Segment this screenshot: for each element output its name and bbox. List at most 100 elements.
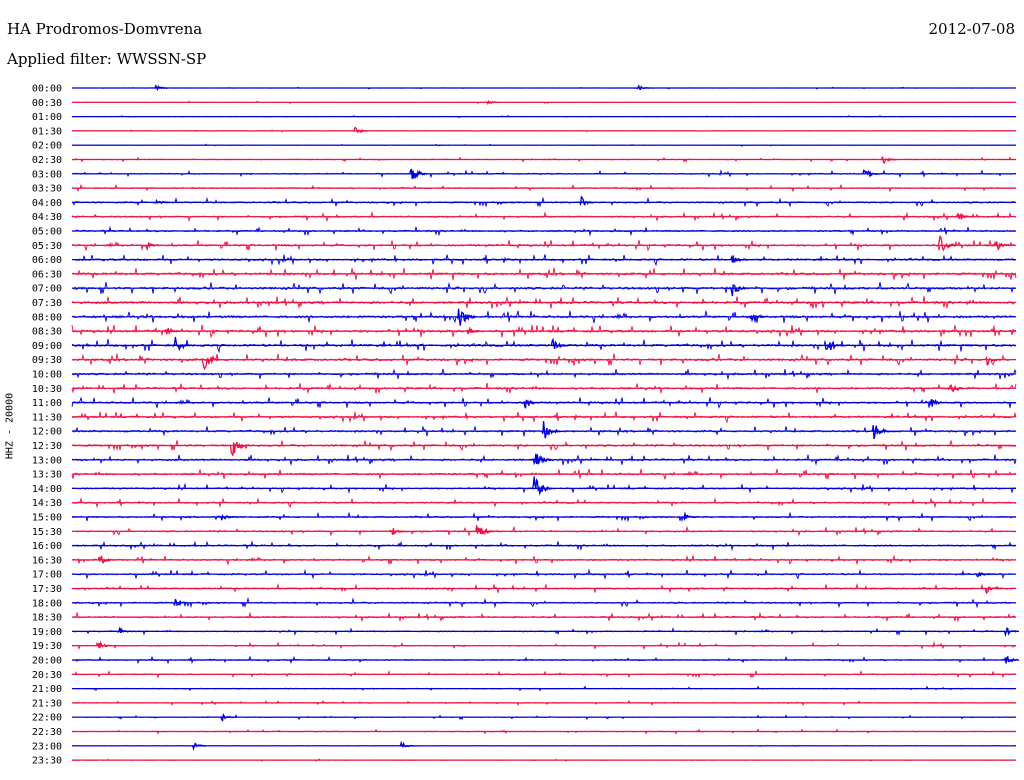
row-tick-label: 06:00 — [32, 255, 62, 266]
row-tick-label: 15:00 — [32, 513, 62, 524]
trace-line — [71, 114, 1017, 119]
trace-line — [71, 640, 1017, 651]
row-tick-label: 00:00 — [32, 84, 62, 95]
seismic-event — [541, 421, 560, 439]
row-tick-label: 07:30 — [32, 298, 62, 309]
trace-line — [71, 281, 1017, 295]
trace-line — [71, 129, 1017, 133]
seismic-event — [485, 99, 499, 106]
trace-line — [71, 439, 1017, 452]
seismic-event — [985, 355, 1002, 367]
row-tick-label: 22:00 — [32, 713, 62, 724]
seismic-event — [409, 168, 428, 180]
seismic-event — [871, 424, 891, 439]
row-tick-label: 02:30 — [32, 155, 62, 166]
seismic-event — [456, 308, 476, 326]
seismic-event — [144, 241, 160, 252]
filter-label: Applied filter: WWSSN-SP — [7, 50, 207, 68]
row-tick-label: 22:30 — [32, 727, 62, 738]
seismic-event — [97, 640, 112, 648]
seismic-event — [192, 742, 207, 751]
seismic-event — [220, 513, 235, 521]
seismic-event — [154, 198, 170, 205]
row-tick-label: 13:00 — [32, 455, 62, 466]
row-tick-label: 11:30 — [32, 412, 62, 423]
seismic-event — [937, 235, 957, 252]
trace-line — [71, 468, 1017, 480]
seismic-event — [683, 514, 698, 522]
trace-line — [71, 156, 1017, 163]
trace-line — [71, 353, 1017, 367]
trace-line — [71, 669, 1017, 679]
trace-line — [71, 196, 1017, 208]
seismic-event — [163, 327, 179, 335]
seismic-event — [975, 572, 991, 578]
row-tick-label: 13:30 — [32, 470, 62, 481]
seismic-event — [353, 126, 367, 134]
row-tick-label: 05:00 — [32, 227, 62, 238]
row-tick-label: 21:30 — [32, 698, 62, 709]
row-tick-label: 23:00 — [32, 741, 62, 752]
row-tick-label: 14:30 — [32, 498, 62, 509]
row-tick-label: 16:30 — [32, 555, 62, 566]
trace-line — [71, 685, 1017, 692]
row-tick-label: 21:00 — [32, 684, 62, 695]
seismic-event — [862, 169, 879, 176]
row-tick-label: 12:30 — [32, 441, 62, 452]
seismic-event — [466, 326, 481, 335]
tick-label-group: 00:00 00:30 01:00 01:30 02:00 02:30 03:00 03:30… — [32, 84, 62, 767]
trace-line — [71, 253, 1017, 267]
row-tick-label: 01:00 — [32, 112, 62, 123]
trace-line — [71, 411, 1017, 424]
trace-line — [71, 525, 1017, 537]
trace-line — [71, 225, 1017, 237]
row-tick-label: 09:30 — [32, 355, 62, 366]
row-tick-label: 20:30 — [32, 670, 62, 681]
trace-line — [71, 511, 1017, 523]
trace-line — [71, 582, 1017, 595]
seismic-event — [173, 336, 191, 352]
row-tick-label: 04:30 — [32, 212, 62, 223]
trace-line — [71, 745, 1017, 748]
trace-line — [71, 655, 1017, 665]
row-tick-label: 20:00 — [32, 656, 62, 667]
row-tick-label: 19:30 — [32, 641, 62, 652]
row-tick-label: 06:30 — [32, 269, 62, 280]
row-tick-label: 00:30 — [32, 98, 62, 109]
seismic-event — [824, 340, 843, 351]
seismic-event — [116, 626, 131, 634]
trace-line — [71, 497, 1017, 509]
row-tick-label: 09:00 — [32, 341, 62, 352]
trace-line — [71, 714, 1017, 721]
trace-line — [71, 169, 1017, 179]
trace-line — [71, 568, 1017, 580]
seismic-event — [730, 255, 747, 263]
row-tick-label: 08:30 — [32, 327, 62, 338]
row-tick-label: 03:00 — [32, 169, 62, 180]
row-tick-label: 10:30 — [32, 384, 62, 395]
seismic-event — [154, 84, 169, 92]
trace-line — [71, 596, 1017, 609]
trace-line — [71, 100, 1017, 104]
trace-line — [71, 267, 1017, 281]
row-tick-label: 23:30 — [32, 756, 62, 767]
row-tick-label: 03:30 — [32, 184, 62, 195]
seismic-event — [399, 740, 415, 749]
row-tick-label: 05:30 — [32, 241, 62, 252]
trace-line — [71, 183, 1017, 193]
trace-line — [71, 143, 1017, 147]
seismic-event — [1003, 627, 1020, 638]
row-tick-label: 08:00 — [32, 312, 62, 323]
seismic-event — [220, 712, 235, 722]
row-tick-label: 15:30 — [32, 527, 62, 538]
row-tick-label: 18:00 — [32, 598, 62, 609]
seismic-event — [749, 314, 766, 323]
seismic-event — [97, 555, 114, 565]
seismic-event — [956, 212, 972, 220]
row-tick-label: 14:00 — [32, 484, 62, 495]
trace-line — [72, 86, 1017, 90]
trace-line — [71, 728, 1017, 735]
row-tick-label: 17:00 — [32, 570, 62, 581]
row-tick-label: 10:00 — [32, 370, 62, 381]
